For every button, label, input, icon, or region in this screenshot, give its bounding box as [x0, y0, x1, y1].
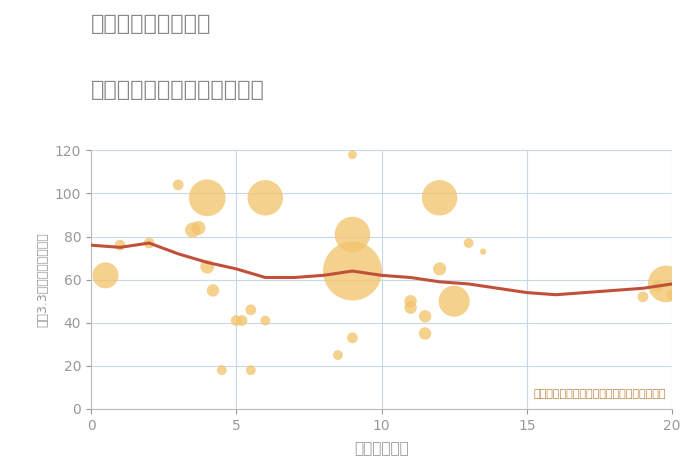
Point	[144, 239, 155, 247]
Point	[193, 224, 204, 232]
Point	[245, 367, 256, 374]
Point	[405, 304, 416, 312]
Point	[332, 351, 344, 359]
Text: 三重県伊賀市上村の: 三重県伊賀市上村の	[91, 14, 211, 34]
Point	[202, 194, 213, 202]
Point	[172, 181, 183, 188]
Point	[449, 298, 460, 305]
Point	[346, 334, 358, 342]
Point	[187, 227, 198, 234]
Point	[652, 282, 663, 290]
Point	[419, 313, 430, 320]
Point	[245, 306, 256, 313]
Point	[419, 330, 430, 337]
Text: 駅距離別中古マンション価格: 駅距離別中古マンション価格	[91, 80, 265, 100]
Point	[231, 317, 242, 324]
Point	[463, 239, 475, 247]
Point	[434, 265, 445, 273]
Point	[346, 151, 358, 158]
Point	[260, 317, 271, 324]
Y-axis label: 坪（3.3㎡）単価（万円）: 坪（3.3㎡）単価（万円）	[36, 232, 49, 327]
Point	[434, 194, 445, 202]
Point	[207, 287, 218, 294]
Point	[666, 291, 678, 298]
Point	[477, 248, 489, 255]
Point	[638, 293, 649, 301]
Point	[661, 280, 672, 288]
Point	[237, 317, 248, 324]
Point	[260, 194, 271, 202]
Point	[346, 231, 358, 238]
Point	[216, 367, 228, 374]
Point	[114, 242, 126, 249]
Point	[405, 298, 416, 305]
Point	[202, 263, 213, 271]
Text: 円の大きさは、取引のあった物件面積を示す: 円の大きさは、取引のあった物件面積を示す	[533, 389, 666, 399]
X-axis label: 駅距離（分）: 駅距離（分）	[354, 441, 409, 456]
Point	[346, 267, 358, 275]
Point	[100, 272, 111, 279]
